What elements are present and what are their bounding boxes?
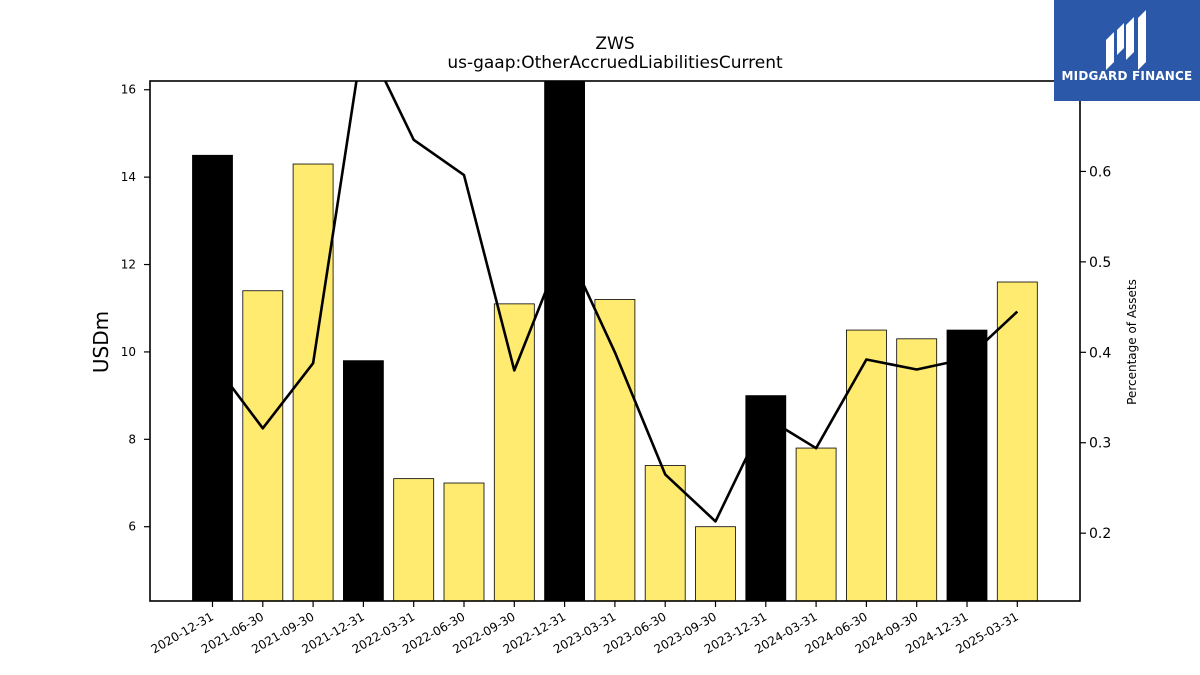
bar-2024-09-30 bbox=[896, 338, 938, 602]
y-tick-label: 16 bbox=[121, 83, 136, 97]
bar-2022-06-30 bbox=[443, 482, 485, 602]
logo-text: MIDGARD FINANCE bbox=[1061, 69, 1193, 83]
bar-2025-03-31 bbox=[996, 281, 1038, 602]
line-layer bbox=[211, 81, 1019, 523]
y2-tick-label: 0.4 bbox=[1089, 345, 1111, 361]
y2-axis-label: Percentage of Assets bbox=[1125, 279, 1139, 405]
bar-2023-03-31 bbox=[594, 299, 636, 602]
bar-2024-12-31 bbox=[946, 329, 988, 602]
bar-2024-03-31 bbox=[795, 447, 837, 602]
y-tick-label: 8 bbox=[128, 432, 136, 446]
y-axis-label: USDm bbox=[89, 311, 113, 373]
bar-layer bbox=[192, 80, 1038, 602]
bar-2021-12-31 bbox=[342, 360, 384, 602]
bar-2022-03-31 bbox=[393, 478, 435, 602]
percentage-of-assets-line bbox=[211, 81, 1019, 523]
bar-2022-09-30 bbox=[493, 303, 535, 602]
y-tick-label: 10 bbox=[121, 345, 136, 359]
y-tick-label: 12 bbox=[121, 258, 136, 272]
chart-title: ZWS bbox=[595, 34, 634, 54]
bar-2024-06-30 bbox=[846, 329, 887, 602]
bar-2023-09-30 bbox=[695, 526, 736, 602]
bar-2023-12-31 bbox=[745, 395, 787, 602]
bar-2022-12-31 bbox=[544, 80, 585, 602]
y-tick-label: 14 bbox=[121, 170, 136, 184]
chart-subtitle: us-gaap:OtherAccruedLiabilitiesCurrent bbox=[447, 53, 783, 73]
y2-tick-label: 0.2 bbox=[1089, 526, 1111, 542]
y-tick-label: 6 bbox=[128, 520, 136, 534]
logo-mark-icon bbox=[1106, 10, 1146, 70]
y2-tick-label: 0.6 bbox=[1089, 164, 1111, 180]
bar-2021-06-30 bbox=[242, 290, 284, 602]
y2-tick-label: 0.5 bbox=[1089, 255, 1111, 271]
midgard-finance-logo: MIDGARD FINANCE bbox=[1054, 0, 1200, 101]
y2-tick-label: 0.3 bbox=[1089, 436, 1111, 452]
